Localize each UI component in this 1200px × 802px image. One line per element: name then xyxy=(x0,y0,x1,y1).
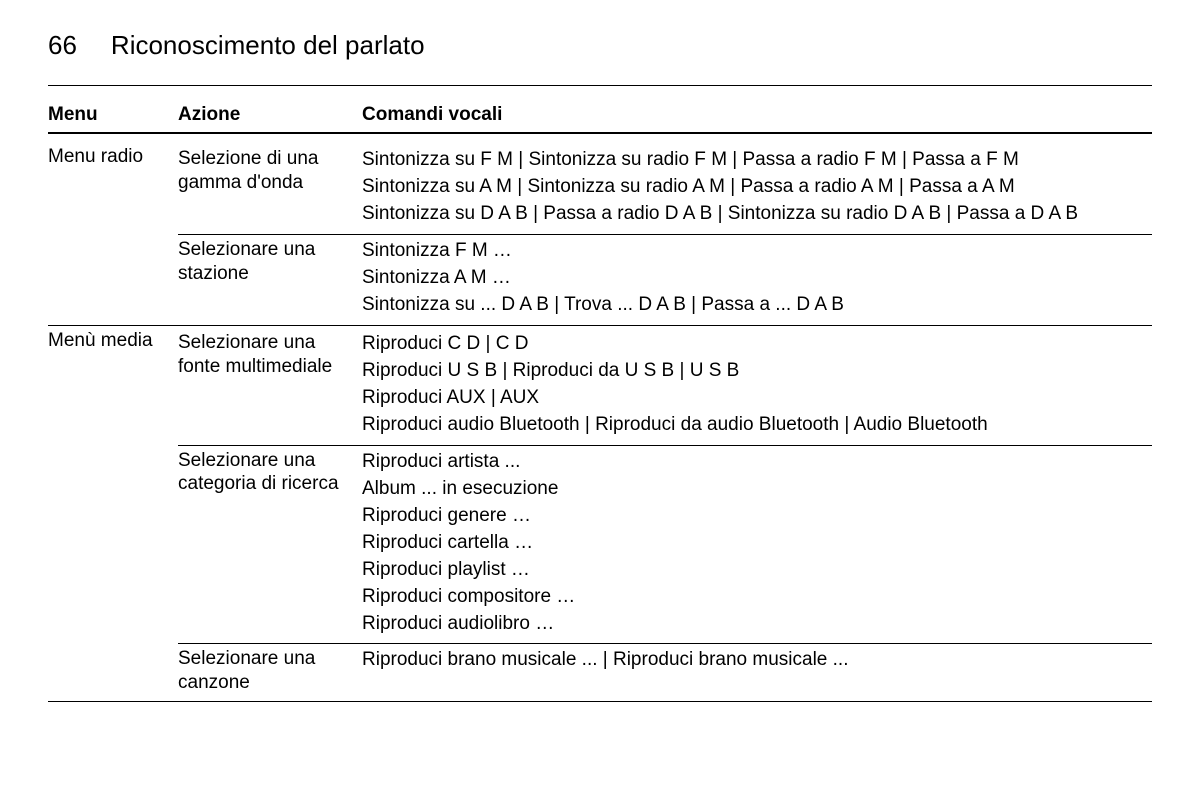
table-header-row: Menu Azione Comandi vocali xyxy=(48,104,1152,132)
page-title: Riconoscimento del parlato xyxy=(111,30,425,61)
commands-cell: Riproduci C D | C DRiproduci U S B | Rip… xyxy=(362,328,1152,445)
command-line: Riproduci audiolibro … xyxy=(362,611,1152,638)
page-header: 66 Riconoscimento del parlato xyxy=(48,30,1152,61)
command-line: Riproduci AUX | AUX xyxy=(362,385,1152,412)
action-cell: Selezione di una gamma d'onda xyxy=(178,144,362,234)
menu-cell: Menù media xyxy=(48,328,178,701)
commands-cell: Riproduci brano musicale ... | Riproduci… xyxy=(362,644,1152,701)
action-group: Selezione di una gamma d'ondaSintonizza … xyxy=(178,144,1152,325)
action-row: Selezionare una canzoneRiproduci brano m… xyxy=(178,643,1152,701)
command-line: Riproduci U S B | Riproduci da U S B | U… xyxy=(362,358,1152,385)
action-row: Selezionare una stazioneSintonizza F M …… xyxy=(178,234,1152,325)
command-line: Riproduci brano musicale ... | Riproduci… xyxy=(362,647,1152,674)
voice-commands-table: Menu Azione Comandi vocali Menu radioSel… xyxy=(48,104,1152,702)
action-cell: Selezionare una stazione xyxy=(178,235,362,325)
command-line: Sintonizza su F M | Sintonizza su radio … xyxy=(362,147,1152,174)
command-line: Riproduci playlist … xyxy=(362,557,1152,584)
action-cell: Selezionare una canzone xyxy=(178,644,362,701)
command-line: Sintonizza su ... D A B | Trova ... D A … xyxy=(362,292,1152,319)
menu-cell: Menu radio xyxy=(48,144,178,325)
command-line: Riproduci genere … xyxy=(362,503,1152,530)
commands-cell: Sintonizza F M …Sintonizza A M …Sintoniz… xyxy=(362,235,1152,325)
col-header-action: Azione xyxy=(178,104,362,126)
col-header-commands: Comandi vocali xyxy=(362,104,1152,126)
command-line: Sintonizza A M … xyxy=(362,265,1152,292)
command-line: Riproduci C D | C D xyxy=(362,331,1152,358)
action-row: Selezione di una gamma d'ondaSintonizza … xyxy=(178,144,1152,234)
command-line: Sintonizza su A M | Sintonizza su radio … xyxy=(362,174,1152,201)
command-line: Sintonizza su D A B | Passa a radio D A … xyxy=(362,201,1152,228)
commands-cell: Riproduci artista ...Album ... in esecuz… xyxy=(362,446,1152,644)
command-line: Riproduci audio Bluetooth | Riproduci da… xyxy=(362,412,1152,439)
table-body: Menu radioSelezione di una gamma d'ondaS… xyxy=(48,142,1152,702)
command-line: Album ... in esecuzione xyxy=(362,476,1152,503)
command-line: Sintonizza F M … xyxy=(362,238,1152,265)
action-group: Selezionare una fonte multimedialeRiprod… xyxy=(178,328,1152,701)
table-section: Menu radioSelezione di una gamma d'ondaS… xyxy=(48,142,1152,326)
header-thick-rule xyxy=(48,132,1152,134)
action-cell: Selezionare una categoria di ricerca xyxy=(178,446,362,644)
commands-cell: Sintonizza su F M | Sintonizza su radio … xyxy=(362,144,1152,234)
action-row: Selezionare una categoria di ricercaRipr… xyxy=(178,445,1152,644)
command-line: Riproduci artista ... xyxy=(362,449,1152,476)
action-row: Selezionare una fonte multimedialeRiprod… xyxy=(178,328,1152,445)
header-rule xyxy=(48,85,1152,86)
command-line: Riproduci cartella … xyxy=(362,530,1152,557)
command-line: Riproduci compositore … xyxy=(362,584,1152,611)
page-number: 66 xyxy=(48,30,77,61)
table-section: Menù mediaSelezionare una fonte multimed… xyxy=(48,326,1152,702)
col-header-menu: Menu xyxy=(48,104,178,126)
action-cell: Selezionare una fonte multimediale xyxy=(178,328,362,445)
